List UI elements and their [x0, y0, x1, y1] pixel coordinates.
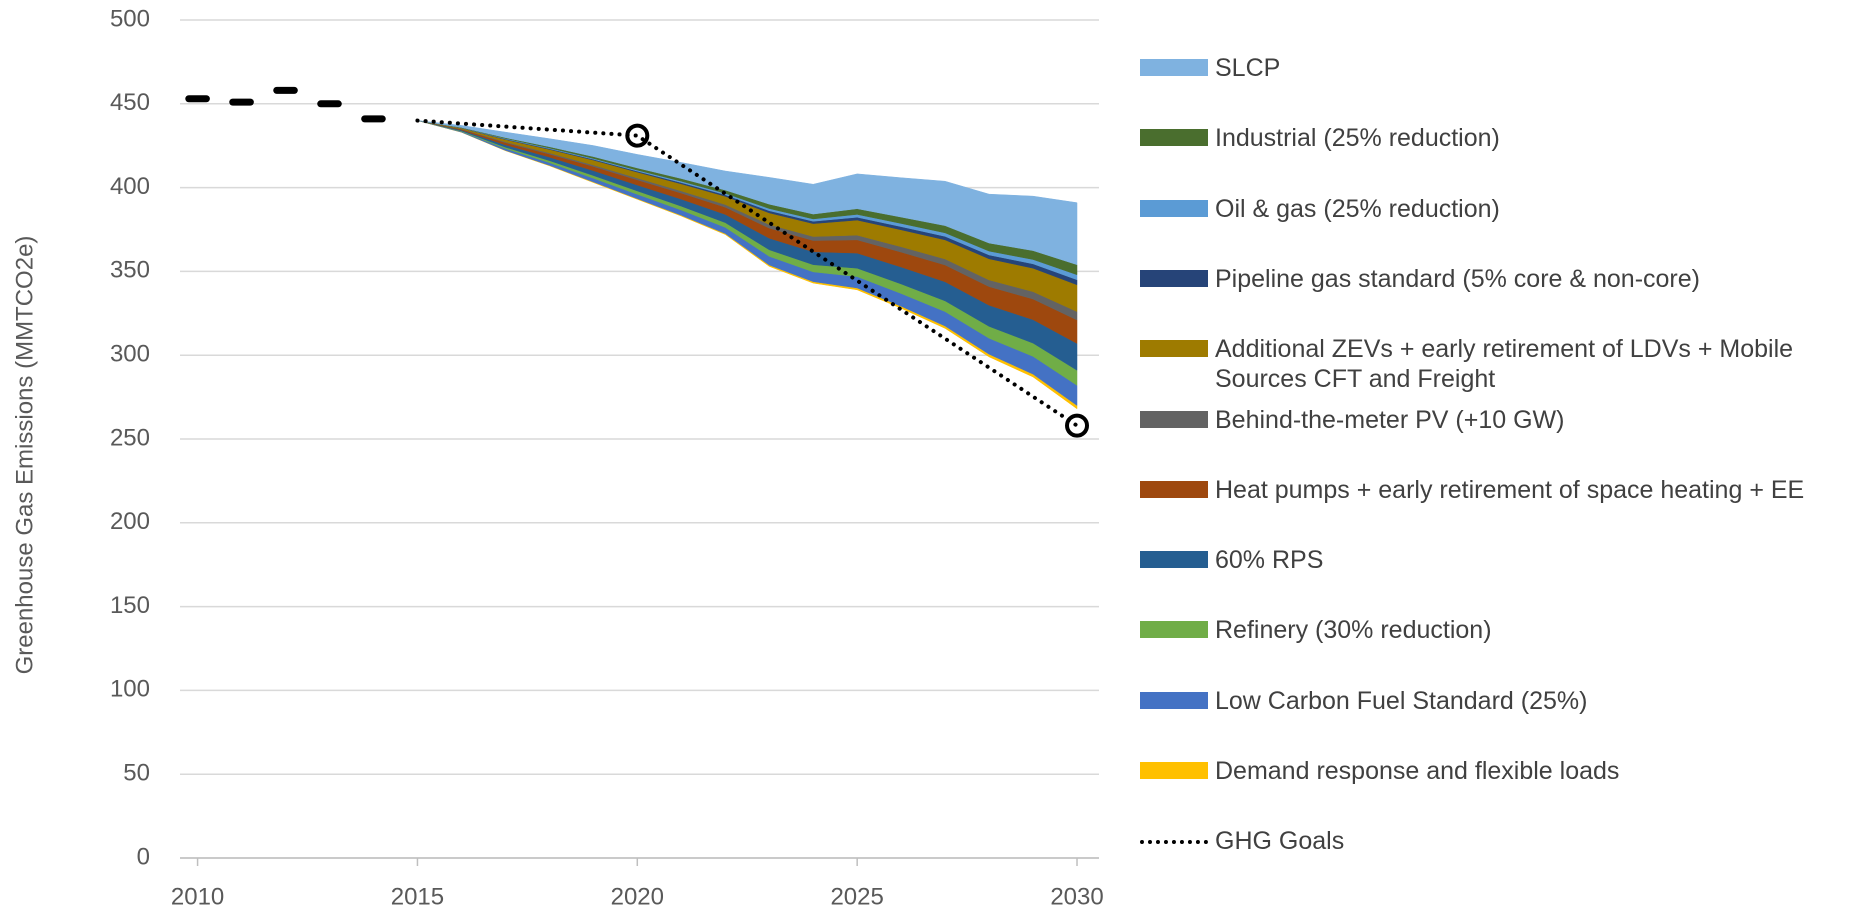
legend-item: Demand response and flexible loads	[1140, 756, 1855, 786]
legend-swatch	[1140, 480, 1208, 498]
legend-label: Oil & gas (25% reduction)	[1215, 194, 1500, 223]
legend-swatch	[1140, 410, 1208, 428]
legend-item: SLCP	[1140, 53, 1855, 83]
legend-swatch	[1140, 269, 1208, 287]
legend-swatch	[1140, 59, 1208, 76]
legend-label: Industrial (25% reduction)	[1215, 124, 1500, 153]
y-tick-label: 50	[123, 760, 150, 787]
goals-marker	[1065, 413, 1090, 438]
x-tick-label: 2015	[391, 883, 444, 910]
y-tick-label: 200	[110, 508, 150, 535]
y-tick-label: 500	[110, 5, 150, 32]
legend-label: 60% RPS	[1215, 546, 1324, 575]
y-tick-label: 250	[110, 424, 150, 451]
legend-label: Heat pumps + early retirement of space h…	[1215, 475, 1805, 504]
y-tick-label: 400	[110, 173, 150, 200]
area	[417, 120, 1078, 266]
legend-label: Low Carbon Fuel Standard (25%)	[1215, 686, 1588, 715]
legend-swatch	[1140, 129, 1208, 147]
y-tick-label: 0	[137, 843, 150, 870]
y-tick-label: 150	[110, 592, 150, 619]
legend-label: Pipeline gas standard (5% core & non-cor…	[1215, 264, 1700, 293]
legend-label: Refinery (30% reduction)	[1215, 616, 1492, 645]
x-tick-label: 2025	[830, 883, 883, 910]
goals-marker	[625, 123, 650, 148]
legend-swatch	[1140, 551, 1208, 569]
legend-item: Industrial (25% reduction)	[1140, 123, 1855, 153]
legend-label: Behind-the-meter PV (+10 GW)	[1215, 405, 1565, 434]
legend-item: Behind-the-meter PV (+10 GW)	[1140, 405, 1855, 435]
legend-swatch	[1140, 840, 1208, 845]
legend-item: Additional ZEVs + early retirement of LD…	[1140, 334, 1855, 394]
x-tick-label: 2030	[1050, 883, 1103, 910]
legend-item: Low Carbon Fuel Standard (25%)	[1140, 686, 1855, 716]
legend-item: Heat pumps + early retirement of space h…	[1140, 475, 1855, 505]
legend-item: Oil & gas (25% reduction)	[1140, 194, 1855, 224]
legend-label: Demand response and flexible loads	[1215, 757, 1620, 785]
legend-swatch	[1140, 199, 1208, 217]
legend-item: Pipeline gas standard (5% core & non-cor…	[1140, 264, 1855, 294]
goals-line	[415, 118, 1080, 428]
x-tick-label: 2020	[611, 883, 664, 910]
legend-item: GHG Goals	[1140, 826, 1855, 856]
y-tick-label: 300	[110, 341, 150, 368]
y-tick-label: 350	[110, 257, 150, 284]
legend-label: SLCP	[1215, 54, 1281, 82]
legend-swatch	[1140, 621, 1208, 639]
y-axis-label: Greenhouse Gas Emissions (MMTCO2e)	[11, 236, 38, 675]
y-tick-label: 100	[110, 676, 150, 703]
x-tick-label: 2010	[171, 883, 224, 910]
legend-label: GHG Goals	[1215, 827, 1345, 856]
legend-item: 60% RPS	[1140, 545, 1855, 575]
legend-swatch	[1140, 762, 1208, 779]
legend-swatch	[1140, 691, 1208, 709]
legend-item: Refinery (30% reduction)	[1140, 615, 1855, 645]
legend-label: Additional ZEVs + early retirement of LD…	[1215, 335, 1794, 394]
legend-swatch	[1140, 340, 1208, 358]
y-tick-label: 450	[110, 89, 150, 116]
